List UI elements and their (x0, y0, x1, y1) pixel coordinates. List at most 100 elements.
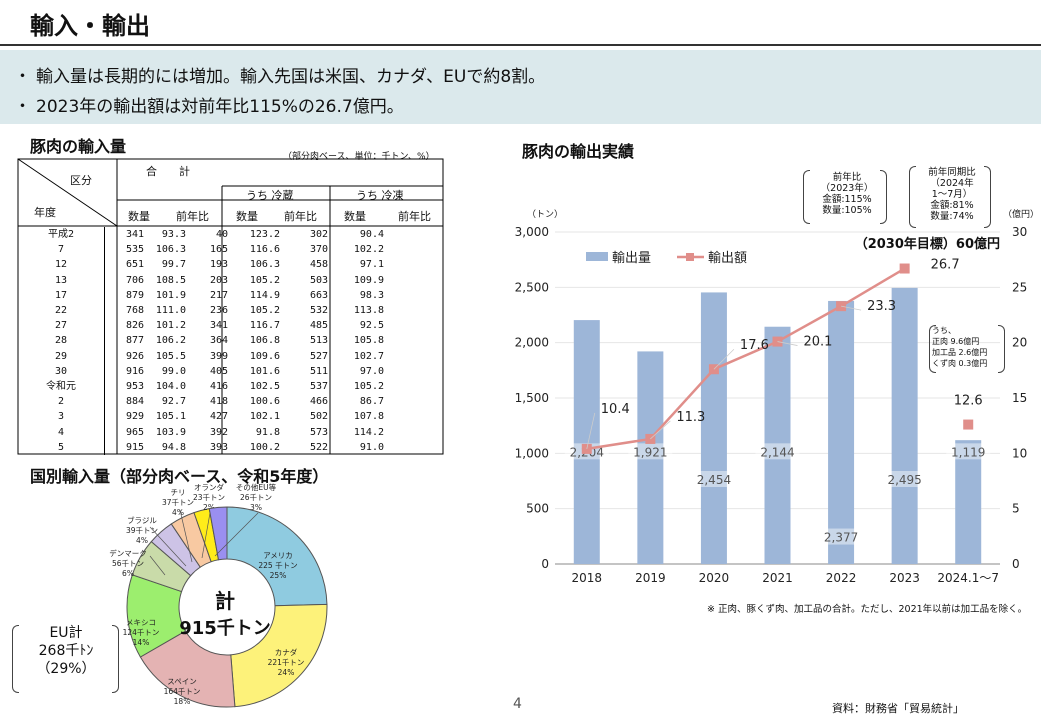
pie-label: カナダ (275, 647, 298, 657)
table-cell: 416 (209, 381, 228, 393)
pie-label: 221千トン (268, 657, 305, 667)
bar (955, 440, 982, 564)
table-row: 29 926 105.5 399 109.6 527 102.7 (18, 348, 387, 364)
table-cell: 370 (309, 244, 328, 256)
table-cell: 105.2 (249, 305, 280, 317)
year-cell: 令和元 (18, 379, 105, 395)
leader-line (214, 512, 259, 557)
x-tick-label: 2018 (572, 571, 603, 585)
table-cell: 114.9 (249, 289, 280, 301)
table-cell: 663 (309, 289, 328, 301)
pie-label: 2% (203, 503, 215, 512)
header-total: 合 計 (146, 165, 190, 178)
table-cell: 101.2 (155, 320, 186, 332)
bar-label-bg (819, 528, 864, 545)
line-label: 23.3 (867, 299, 896, 314)
bar-label: 2,454 (697, 473, 731, 487)
pie-label: 56千トン (112, 558, 144, 568)
bar (764, 326, 791, 564)
table-cell: 485 (309, 320, 328, 332)
table-cell: 217 (209, 289, 228, 301)
y-tick-left: 1,000 (515, 446, 549, 460)
table-cell: 341 (209, 320, 228, 332)
y-tick-right: 15 (1012, 391, 1027, 405)
pie-label: 3% (250, 503, 262, 512)
pie-label: 124千トン (123, 627, 160, 637)
source-note: 資料：財務省「貿易統計」 (832, 702, 964, 715)
table-cell: 101.9 (155, 289, 186, 301)
year-cell: 7 (18, 242, 105, 258)
eu-value: 268千ﾄﾝ (38, 643, 94, 659)
table-cell: 929 (125, 411, 144, 423)
table-cell: 114.2 (353, 426, 384, 438)
y-axis-label-right: （億円） (1003, 208, 1039, 220)
line-label: 17.6 (740, 338, 769, 353)
table-cell: 108.5 (155, 274, 186, 286)
y-tick-right: 20 (1012, 336, 1027, 350)
table-cell: 40 (215, 229, 228, 240)
bar-label-bg (691, 471, 736, 487)
x-tick-label: 2023 (889, 571, 920, 585)
bracket (803, 170, 810, 224)
line-label: 12.6 (954, 394, 983, 409)
col-qty: 数量 (128, 210, 150, 223)
table-cell: 706 (125, 274, 144, 286)
table-cell: 94.8 (161, 441, 186, 453)
target-label: （2030年目標）60億円 (855, 236, 1000, 252)
pie-label: 14% (133, 638, 150, 647)
table-cell: 102.2 (353, 244, 384, 256)
line-marker (963, 419, 974, 430)
table-cell: 877 (125, 335, 144, 347)
note-line: （2024年 (930, 178, 974, 189)
note-line: （2023年） (820, 183, 874, 194)
pie-label: 18% (174, 697, 191, 706)
table-cell: 113.8 (353, 305, 384, 317)
table-cell: 768 (125, 305, 144, 317)
table-cell: 98.3 (359, 289, 384, 301)
bar-label-bg (882, 471, 927, 487)
page-number: 4 (513, 696, 522, 712)
eu-total: EU計 268千ﾄﾝ （29%） (12, 624, 120, 692)
table-cell: 101.6 (249, 365, 280, 377)
y-tick-left: 2,000 (515, 336, 549, 350)
bar-label: 1,119 (951, 445, 985, 459)
table-cell: 90.4 (359, 229, 384, 240)
table-cell: 427 (209, 411, 228, 423)
table-cell: 102.1 (249, 411, 280, 423)
table-cell: 99.7 (161, 259, 186, 271)
bar-label: 1,921 (633, 445, 667, 459)
pie-label: 24% (278, 668, 295, 677)
year-cell: 27 (18, 318, 105, 334)
line-label: 11.3 (676, 410, 705, 425)
pie-label: その他EU等 (236, 482, 277, 492)
leader-line (650, 420, 671, 440)
y-tick-left: 500 (526, 502, 549, 516)
table-row: 22 768 111.0 236 105.2 532 113.8 (18, 303, 387, 319)
table-cell: 100.6 (249, 396, 280, 408)
table-cell: 102.5 (249, 381, 280, 393)
pie-title: 国別輸入量（部分肉ベース、令和5年度） (30, 467, 329, 486)
table-cell: 102.7 (353, 350, 384, 362)
pie-label: 4% (172, 508, 184, 517)
table-row: 17 879 101.9 217 114.9 663 98.3 (18, 287, 387, 304)
pie-label: 23千トン (193, 492, 225, 502)
note-line: 数量:74% (930, 211, 974, 222)
table-cell: 97.0 (359, 365, 384, 377)
y-axis-label-left: （トン） (527, 209, 563, 220)
table-cell: 104.0 (155, 381, 186, 393)
table-cell: 503 (309, 274, 328, 286)
table-cell: 105.8 (353, 335, 384, 347)
col-yoy: 前年比 (398, 210, 431, 223)
y-tick-left: 1,500 (515, 391, 549, 405)
pie-label: 39千トン (126, 525, 158, 535)
table-row: 27 826 101.2 341 116.7 485 92.5 (18, 318, 387, 334)
table-cell: 97.1 (359, 259, 384, 271)
pie-label: 26千トン (240, 492, 272, 502)
bar-label: 2,144 (760, 445, 794, 459)
x-tick-label: 2019 (635, 571, 666, 585)
table-cell: 109.9 (353, 274, 384, 286)
summary-box: ・輸入量は長期的には増加。輸入先国は米国、カナダ、EUで約8割。 ・ 2023年の… (0, 50, 1041, 124)
legend-swatch (586, 252, 608, 261)
year-cell: 4 (18, 424, 105, 440)
leader-line (777, 341, 798, 346)
